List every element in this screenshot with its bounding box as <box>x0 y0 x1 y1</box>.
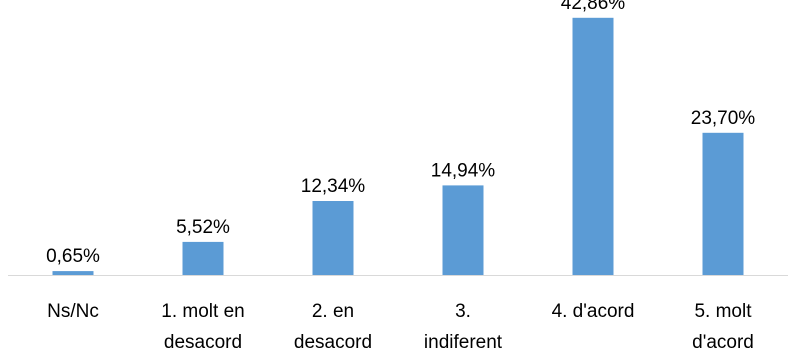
category-label-line: 5. molt <box>694 301 752 322</box>
category-labels-layer: Ns/Nc 1. molt en desacord 2. en desacord 3. in… <box>47 301 754 353</box>
bar-6 <box>702 132 744 275</box>
bar-5 <box>572 17 614 276</box>
category-label-2: 1. molt en desacord <box>161 301 244 353</box>
bars-layer <box>52 17 744 276</box>
category-label-line: desacord <box>164 332 242 353</box>
category-label-4: 3. indiferent <box>424 301 503 353</box>
category-label-6: 5. molt d'acord <box>692 301 754 353</box>
bar-3 <box>312 201 354 275</box>
data-label-4: 14,94% <box>431 160 496 181</box>
category-label-1: Ns/Nc <box>47 301 99 322</box>
category-label-5: 4. d'acord <box>552 301 635 322</box>
category-label-line: desacord <box>294 332 372 353</box>
category-label-line: 2. en <box>312 301 354 322</box>
bar-1 <box>52 271 94 275</box>
bar-2 <box>182 241 224 275</box>
category-label-line: 1. molt en <box>161 301 244 322</box>
category-label-line: indiferent <box>424 332 503 353</box>
category-label-line: 4. d'acord <box>552 301 635 322</box>
data-label-2: 5,52% <box>176 217 230 238</box>
category-label-line: 3. <box>455 301 471 322</box>
data-label-1: 0,65% <box>46 246 100 267</box>
data-label-3: 12,34% <box>301 176 366 197</box>
category-label-3: 2. en desacord <box>294 301 372 353</box>
data-label-5: 42,86% <box>561 0 626 14</box>
bar-4 <box>442 185 484 275</box>
data-labels-layer: 0,65% 5,52% 12,34% 14,94% 42,86% 23,70% <box>46 0 755 267</box>
category-label-line: Ns/Nc <box>47 301 99 322</box>
category-label-line: d'acord <box>692 332 754 353</box>
data-label-6: 23,70% <box>691 108 756 129</box>
